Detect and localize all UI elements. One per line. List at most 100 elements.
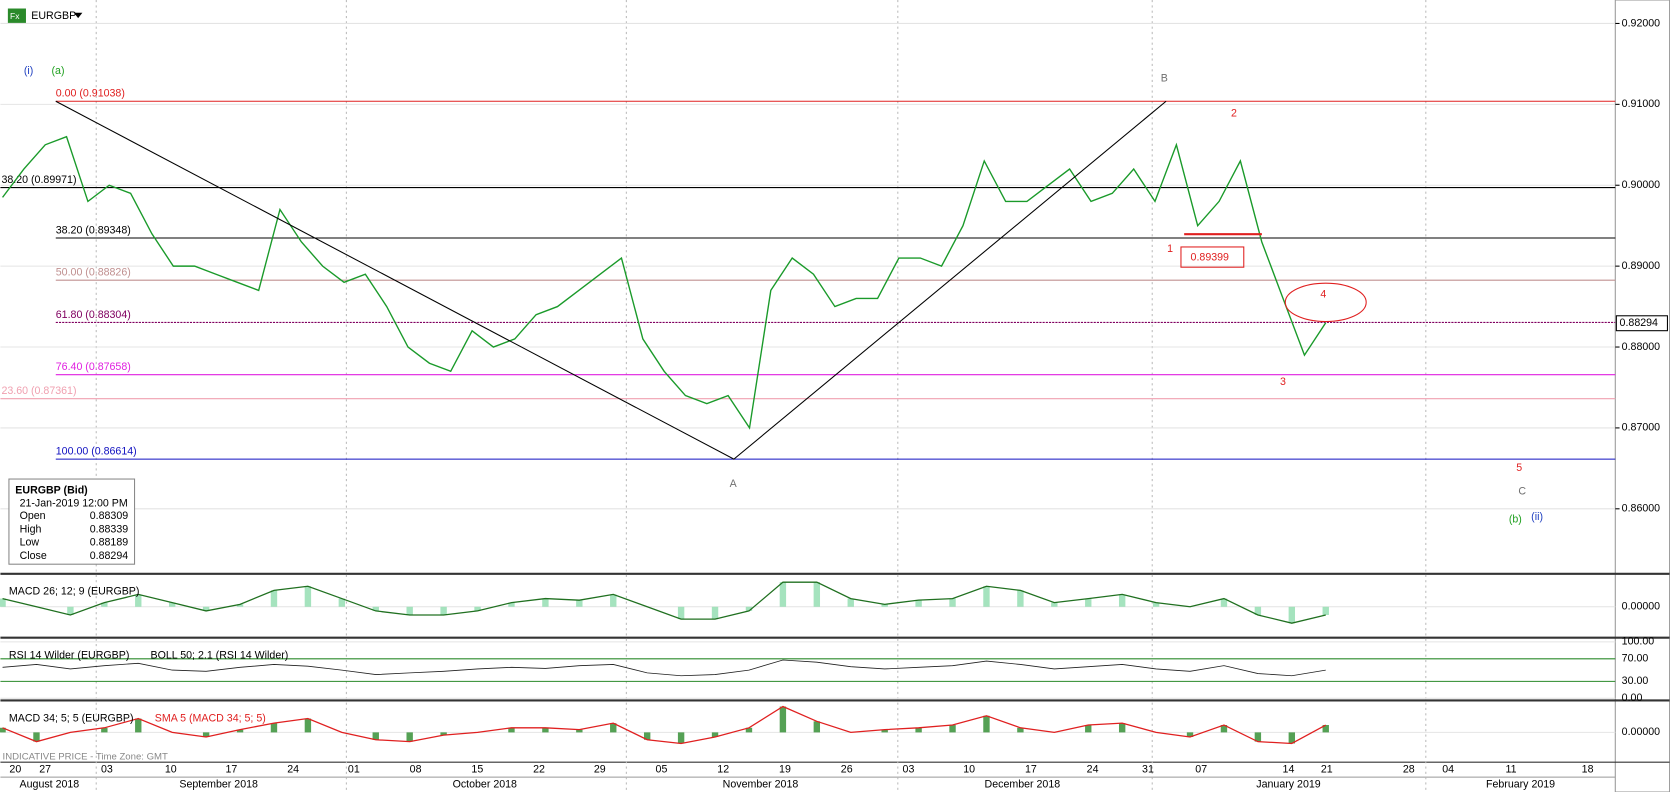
indicator-title: SMA 5 (MACD 34; 5; 5) <box>155 712 266 724</box>
level-box <box>1180 246 1245 268</box>
y-tick-label: 0.89000 <box>1622 260 1660 272</box>
day-label: 28 <box>1403 763 1415 775</box>
histogram-bar <box>610 594 617 607</box>
histogram-bar <box>745 727 753 733</box>
y-tick-label: 30.00 <box>1622 675 1649 687</box>
indicator-title: BOLL 50; 2.1 (RSI 14 Wilder) <box>151 650 289 662</box>
day-label: 08 <box>410 763 422 775</box>
histogram-bar <box>270 590 278 607</box>
day-label: 17 <box>1025 763 1037 775</box>
day-label: 10 <box>165 763 177 775</box>
annotation: 5 <box>1516 462 1522 474</box>
histogram-bar <box>135 718 142 733</box>
histogram-bar <box>1085 598 1092 607</box>
histogram-bar <box>1288 606 1296 624</box>
dropdown[interactable] <box>73 12 83 19</box>
day-label: 07 <box>1195 763 1207 775</box>
day-label: 21 <box>1321 763 1333 775</box>
histogram-bar <box>372 732 379 740</box>
y-tick-label: 0.00000 <box>1622 726 1660 738</box>
info-value: 0.88309 <box>90 510 128 522</box>
info-key: Open <box>20 510 46 522</box>
day-label: 05 <box>656 763 668 775</box>
day-label: 22 <box>533 763 545 775</box>
histogram-bar <box>1017 590 1024 607</box>
histogram-bar <box>236 604 244 607</box>
histogram-bar <box>813 721 821 733</box>
histogram-bar <box>372 606 379 611</box>
histogram-bar <box>135 594 142 607</box>
symbol[interactable]: EURGBP <box>31 10 76 22</box>
day-label: 29 <box>594 763 606 775</box>
histogram-bar <box>508 727 515 733</box>
icon-text: Fx <box>10 11 20 21</box>
annotation: 4 <box>1320 289 1326 301</box>
histogram-bar <box>1085 725 1092 733</box>
fib-label: 38.20 (0.89971) <box>1 174 76 186</box>
histogram-bar <box>576 729 583 733</box>
month-label: December 2018 <box>985 778 1061 790</box>
histogram-bar <box>202 606 210 611</box>
histogram-bar <box>779 706 787 733</box>
histogram-bar <box>1322 606 1329 615</box>
histogram-bar <box>0 727 6 733</box>
annotation: 2 <box>1231 108 1237 120</box>
day-label: 11 <box>1505 763 1516 775</box>
day-label: 03 <box>101 763 113 775</box>
annotation: B <box>1161 73 1168 85</box>
y-tick-label: 0.00 <box>1622 692 1643 704</box>
info-value: 0.88294 <box>90 550 128 562</box>
info-key: Close <box>20 550 47 562</box>
day-label: 15 <box>471 763 483 775</box>
y-tick-label: 0.91000 <box>1622 98 1660 110</box>
indicator-line <box>2 705 1327 745</box>
histogram-bar <box>643 732 651 740</box>
indicator-line <box>2 659 1326 677</box>
wave-line <box>55 100 1167 460</box>
fib-label: 100.00 (0.86614) <box>56 445 137 457</box>
histogram-bar <box>1118 723 1126 733</box>
last-price: 0.88294 <box>1620 317 1658 329</box>
histogram-bar <box>1288 732 1296 744</box>
annotation: (ii) <box>1531 511 1543 523</box>
histogram-bar <box>474 606 481 611</box>
histogram-bar <box>33 732 40 742</box>
annotation: 0.89399 <box>1191 251 1229 263</box>
day-label: 01 <box>348 763 360 775</box>
annotation: (b) <box>1509 513 1522 525</box>
histogram-bar <box>779 582 787 607</box>
histogram-bar <box>1220 598 1228 607</box>
indicator-title: RSI 14 Wilder (EURGBP) <box>9 650 129 662</box>
day-label: 17 <box>226 763 238 775</box>
histogram-bar <box>677 732 685 744</box>
histogram-bar <box>677 606 685 620</box>
y-tick-label: 0.88000 <box>1622 341 1660 353</box>
day-label: 27 <box>39 763 51 775</box>
month-label: January 2019 <box>1256 778 1320 790</box>
histogram-bar <box>508 602 515 607</box>
histogram-bar <box>983 715 990 733</box>
histogram-bar <box>202 732 210 737</box>
histogram-bar <box>338 598 346 607</box>
highlight <box>1284 282 1367 323</box>
info-value: 0.88189 <box>90 537 128 549</box>
info-key: High <box>20 523 42 535</box>
histogram-bar <box>304 718 312 733</box>
info-key: Low <box>20 537 40 549</box>
day-label: 04 <box>1442 763 1454 775</box>
histogram-bar <box>304 586 312 607</box>
histogram-bar <box>542 727 549 733</box>
histogram-bar <box>0 598 6 607</box>
histogram-bar <box>1220 725 1228 733</box>
histogram-bar <box>915 727 922 733</box>
day-label: 24 <box>1087 763 1099 775</box>
month-label: October 2018 <box>453 778 517 790</box>
histogram-bar <box>915 600 922 607</box>
annotation: (i) <box>24 65 33 77</box>
info-value: 0.88339 <box>90 523 128 535</box>
annotation: A <box>730 478 738 490</box>
fib-label: 38.20 (0.89348) <box>56 224 131 236</box>
y-tick-label: 0.86000 <box>1622 503 1660 515</box>
